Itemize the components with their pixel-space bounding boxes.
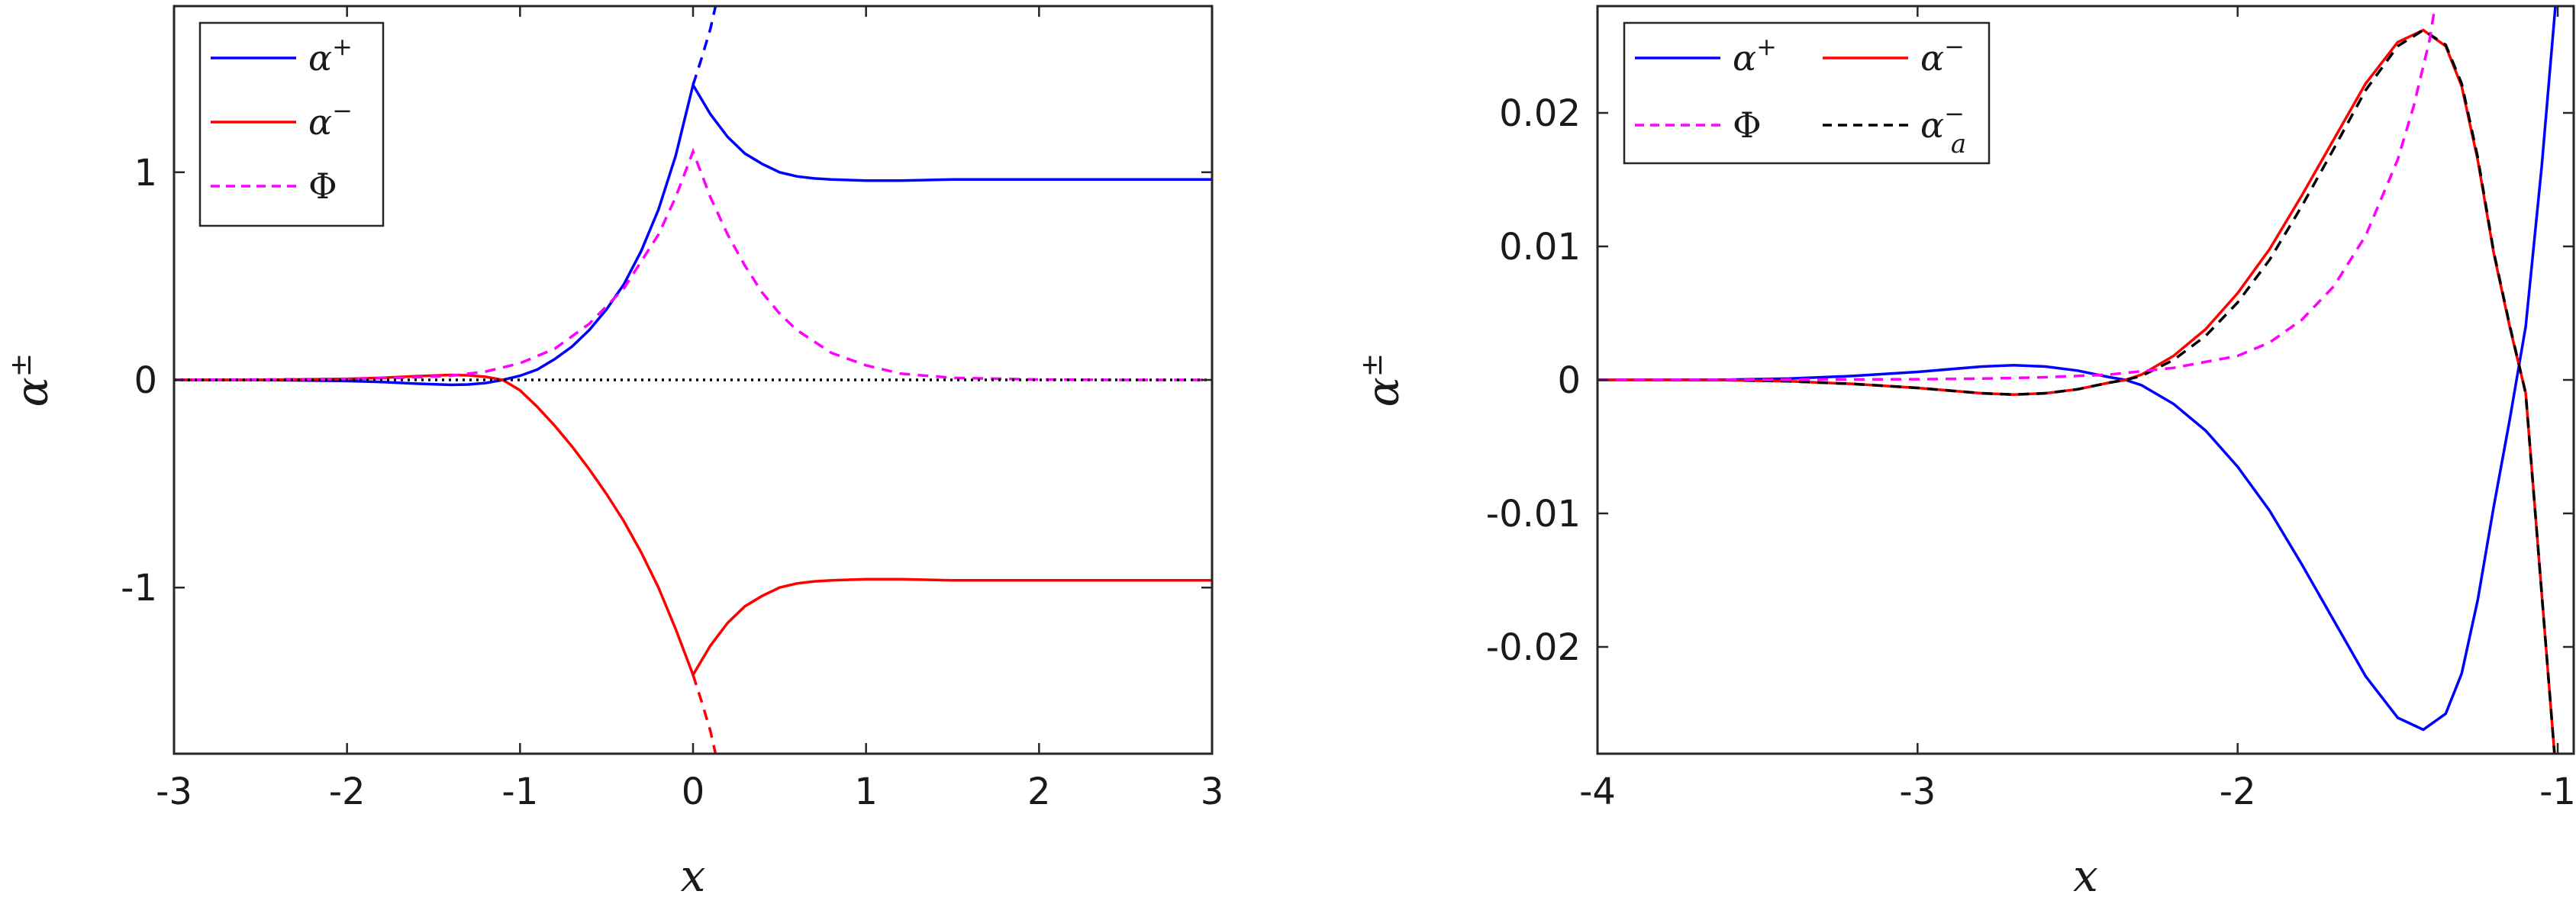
y-tick-label: 1	[134, 152, 157, 195]
x-tick-label: 3	[1201, 770, 1224, 813]
legend-box	[198, 21, 385, 227]
x-tick-label: 1	[854, 770, 878, 813]
plot-area	[1598, 6, 2557, 754]
x-tick-label: -1	[2539, 770, 2576, 813]
x-tick-label: -3	[1899, 770, 1936, 813]
y-tick-label: -0.02	[1486, 626, 1581, 669]
series-line-aux-4	[692, 674, 717, 754]
x-tick-label: 0	[682, 770, 705, 813]
y-axis-label: α±	[1355, 352, 1409, 407]
legend: α+ α− Φ	[198, 21, 385, 227]
chart-panel-2: -4 -3 -2 -1 -0.02 -0.01 0 0.01 0.02 x α± α+ α− Φ α− a	[1355, 5, 2576, 902]
legend-box	[1623, 21, 1991, 165]
x-axis-label: x	[2073, 850, 2098, 902]
x-tick-label: -2	[2220, 770, 2256, 813]
y-axis-label: α±	[4, 352, 58, 407]
series-line-Φ	[174, 147, 1212, 381]
series-line-Φ	[1598, 6, 2437, 381]
y-tick-label: -0.01	[1486, 493, 1581, 536]
y-tick-label: 0	[1557, 359, 1581, 402]
legend-label: α− a	[1920, 99, 1966, 159]
series-line-aux-3	[692, 6, 717, 85]
legend-label: α+	[308, 32, 353, 79]
x-tick-label: -3	[156, 770, 192, 813]
chart-panel-1: -3 -2 -1 0 1 2 3 -1 0 1 x α± α+ α− Φ	[4, 5, 1224, 902]
y-tick-label: 0.02	[1499, 92, 1581, 135]
x-tick-label: -4	[1579, 770, 1616, 813]
series-line-α+	[1598, 6, 2557, 732]
plot-area	[174, 6, 1212, 754]
series-line-α−	[174, 373, 1212, 678]
y-tick-label: 0.01	[1499, 226, 1581, 269]
legend-label: α+	[1733, 32, 1777, 79]
x-tick-label: 2	[1027, 770, 1051, 813]
x-tick-label: -1	[501, 770, 538, 813]
legend: α+ α− Φ α− a	[1623, 21, 1991, 165]
legend-label: α−	[1920, 32, 1965, 79]
x-axis-label: x	[681, 850, 706, 902]
series-line-α−a	[1598, 28, 2556, 754]
legend-label: Φ	[1733, 105, 1762, 146]
y-tick-label: 0	[134, 359, 157, 402]
series-line-α+	[174, 81, 1212, 387]
y-tick-label: -1	[121, 567, 157, 610]
legend-label: α−	[308, 96, 353, 143]
legend-label: Φ	[308, 166, 337, 207]
x-tick-label: -2	[329, 770, 366, 813]
